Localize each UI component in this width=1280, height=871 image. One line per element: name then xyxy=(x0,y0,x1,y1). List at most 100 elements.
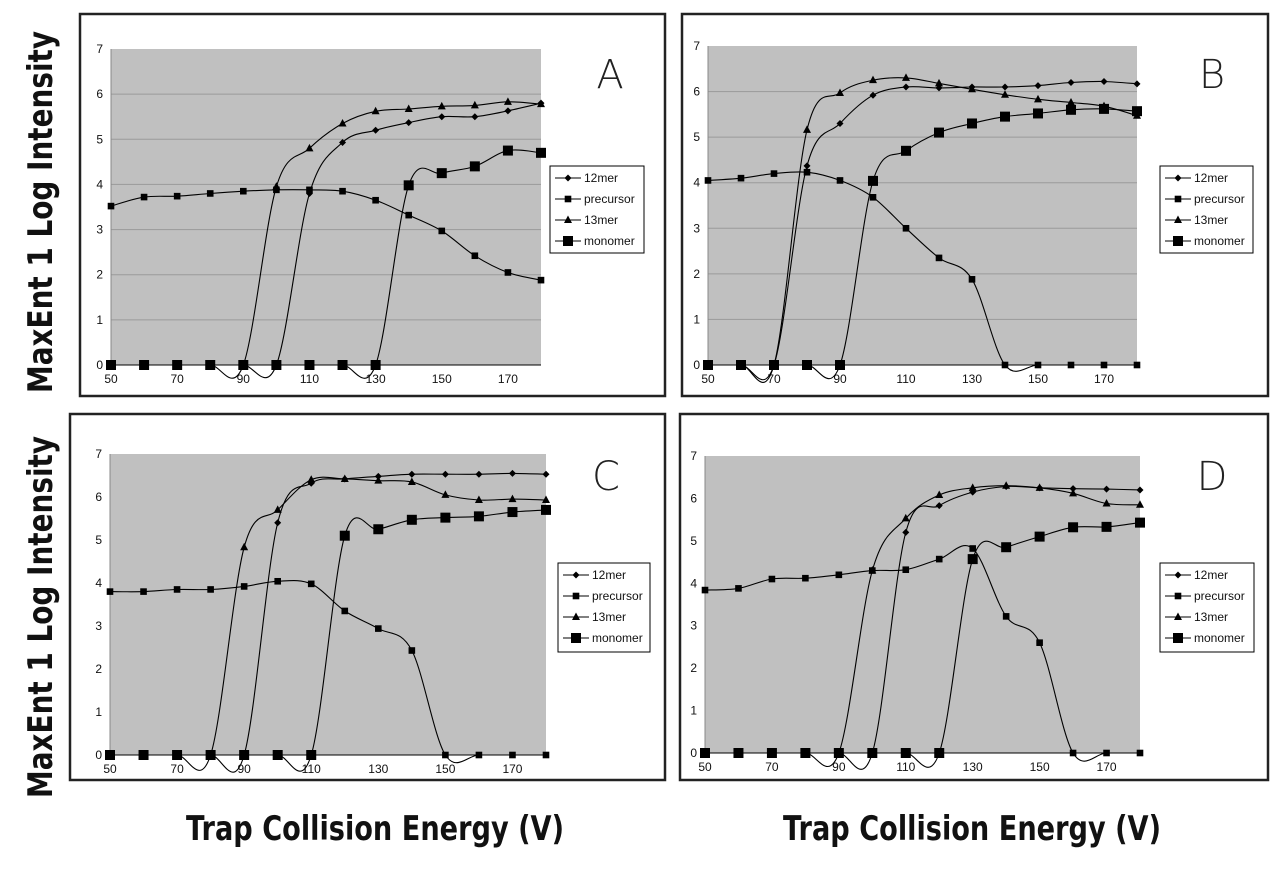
data-point-12mer xyxy=(1100,78,1108,86)
data-point-precursor xyxy=(1034,361,1042,369)
x-tick-label: 50 xyxy=(104,372,118,386)
data-point-precursor xyxy=(836,177,844,184)
data-point-13mer xyxy=(968,84,976,93)
y-tick-label: 3 xyxy=(690,619,697,633)
legend-marker-12mer xyxy=(564,174,572,182)
data-point-13mer xyxy=(503,97,512,105)
data-point-13mer xyxy=(1067,98,1075,106)
legend-marker-13mer xyxy=(564,215,572,223)
data-point-precursor xyxy=(405,211,412,219)
y-tick-label: 6 xyxy=(690,491,697,505)
data-point-13mer xyxy=(273,505,282,513)
data-point-monomer xyxy=(868,175,878,186)
y-tick-label: 0 xyxy=(95,748,102,762)
data-point-precursor xyxy=(274,577,281,585)
y-tick-label: 4 xyxy=(693,176,700,190)
x-tick-label: 150 xyxy=(1030,760,1050,774)
data-point-monomer xyxy=(304,360,315,370)
legend-label-monomer: monomer xyxy=(592,631,643,645)
data-point-precursor xyxy=(835,571,843,579)
data-point-precursor xyxy=(1100,361,1108,369)
data-point-precursor xyxy=(375,625,382,632)
data-point-monomer xyxy=(703,360,713,370)
data-point-precursor xyxy=(1136,749,1144,757)
x-tick-label: 70 xyxy=(765,760,779,774)
data-point-precursor xyxy=(206,190,214,197)
y-tick-label: 4 xyxy=(95,576,102,590)
data-point-12mer xyxy=(475,470,483,478)
data-point-12mer xyxy=(1067,78,1075,86)
data-point-12mer xyxy=(803,162,811,170)
y-axis-label-bottom: MaxEnt 1 Log Intensity xyxy=(21,436,60,798)
data-point-12mer xyxy=(869,91,877,99)
legend-label-monomer: monomer xyxy=(1194,631,1245,645)
y-tick-label: 1 xyxy=(693,312,700,326)
data-point-13mer xyxy=(437,101,446,110)
data-point-monomer xyxy=(205,750,216,760)
data-point-precursor xyxy=(240,187,247,195)
y-tick-label: 3 xyxy=(96,223,103,237)
data-point-precursor xyxy=(438,227,446,235)
x-tick-label: 110 xyxy=(896,760,915,774)
data-point-precursor xyxy=(207,586,214,593)
y-tick-label: 6 xyxy=(95,490,102,504)
data-point-13mer xyxy=(935,78,943,87)
data-point-monomer xyxy=(736,360,746,370)
data-point-monomer xyxy=(1135,517,1145,528)
data-point-precursor xyxy=(1002,613,1010,620)
data-point-12mer xyxy=(1136,486,1144,494)
chart-panel-B: 0 1 2 3 4 5 6 7 50 70 90 110 130 150 170 12mer precursor… xyxy=(680,12,1270,398)
plot-area xyxy=(705,456,1140,753)
data-point-13mer xyxy=(1034,94,1042,103)
data-point-monomer xyxy=(469,161,480,172)
data-point-12mer xyxy=(438,113,446,121)
y-tick-label: 2 xyxy=(96,268,103,282)
legend-label-12mer: 12mer xyxy=(584,171,618,185)
data-point-precursor xyxy=(408,647,416,654)
data-point-13mer xyxy=(404,104,413,113)
data-point-13mer xyxy=(340,474,349,482)
data-point-monomer xyxy=(238,360,249,370)
data-point-monomer xyxy=(700,748,710,758)
x-tick-label: 70 xyxy=(170,372,184,386)
data-point-12mer xyxy=(542,470,550,478)
data-point-monomer xyxy=(934,127,944,138)
data-point-precursor xyxy=(737,174,745,182)
legend-label-13mer: 13mer xyxy=(1194,213,1228,227)
y-tick-label: 6 xyxy=(693,85,700,99)
legend-label-13mer: 13mer xyxy=(584,213,618,227)
y-tick-label: 3 xyxy=(95,619,102,633)
data-point-monomer xyxy=(139,360,150,370)
legend-marker-precursor xyxy=(1174,195,1182,203)
legend-label-precursor: precursor xyxy=(1194,192,1245,206)
data-point-12mer xyxy=(1034,82,1042,90)
data-point-13mer xyxy=(1001,90,1009,98)
data-point-13mer xyxy=(474,495,483,504)
legend-label-12mer: 12mer xyxy=(1194,568,1228,582)
x-tick-label: 110 xyxy=(896,372,915,386)
data-point-precursor xyxy=(341,607,349,615)
data-point-13mer xyxy=(307,475,316,483)
y-tick-label: 7 xyxy=(690,449,697,463)
data-point-precursor xyxy=(701,586,709,594)
series-line-precursor xyxy=(109,579,546,764)
data-point-monomer xyxy=(337,360,348,370)
data-point-monomer xyxy=(541,504,551,515)
data-point-13mer xyxy=(542,495,550,504)
data-point-13mer xyxy=(470,100,479,109)
y-tick-label: 4 xyxy=(96,177,103,191)
data-point-13mer xyxy=(902,73,910,81)
data-point-13mer xyxy=(338,118,347,127)
plot-area xyxy=(110,454,546,755)
y-tick-label: 0 xyxy=(690,746,697,760)
data-point-precursor xyxy=(902,566,910,574)
x-tick-label: 170 xyxy=(498,372,518,386)
data-point-precursor xyxy=(106,588,114,595)
data-point-monomer xyxy=(1068,522,1079,533)
x-tick-label: 130 xyxy=(963,760,983,774)
legend-marker-13mer xyxy=(1174,215,1182,223)
y-axis-label-top: MaxEnt 1 Log Intensity xyxy=(21,31,60,393)
legend-label-13mer: 13mer xyxy=(1194,610,1228,624)
y-tick-label: 7 xyxy=(693,39,700,53)
